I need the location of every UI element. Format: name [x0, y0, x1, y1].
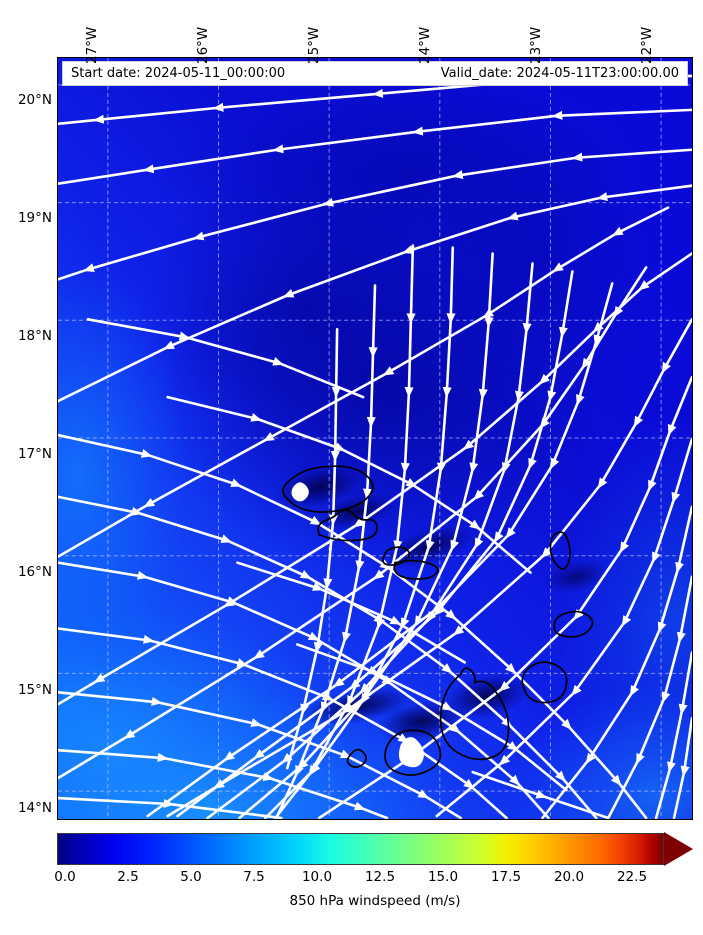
island-santa-luzia — [382, 546, 411, 566]
ytick-19N: 19°N — [17, 210, 52, 226]
island-maio — [521, 661, 568, 704]
start-date-label: Start date: 2024-05-11_00:00:00 — [71, 66, 286, 81]
colorbar-tick-15: 15.0 — [427, 869, 459, 885]
xtick-25W: 25°W — [306, 26, 322, 64]
colorbar-body — [57, 833, 664, 865]
colorbar[interactable]: 0.0 2.5 5.0 7.5 10.0 12.5 15.0 17.5 20.0… — [54, 832, 693, 909]
ytick-20N: 20°N — [17, 92, 52, 108]
island-santo-antao — [282, 465, 374, 513]
island-fogo — [384, 729, 442, 776]
island-sao-nicolau — [393, 559, 439, 580]
colorbar-label: 850 hPa windspeed (m/s) — [289, 893, 461, 909]
valid-date-label: Valid_date: 2024-05-11T23:00:00.00 — [440, 66, 679, 81]
colorbar-tick-10: 10.0 — [301, 869, 333, 885]
ytick-17N: 17°N — [17, 446, 52, 462]
ytick-16N: 16°N — [17, 564, 52, 580]
island-sal — [549, 531, 571, 570]
ytick-18N: 18°N — [17, 328, 52, 344]
peak-santo-antao — [291, 482, 309, 502]
colorbar-tick-2_5: 2.5 — [117, 869, 139, 885]
colorbar-tick-17_5: 17.5 — [490, 869, 522, 885]
colorbar-tick-22_5: 22.5 — [616, 869, 648, 885]
xtick-23W: 23°W — [528, 26, 544, 64]
island-boa-vista — [553, 610, 594, 638]
xtick-24W: 24°W — [417, 26, 433, 64]
colorbar-extend-max-arrow — [664, 832, 693, 866]
xtick-26W: 26°W — [195, 26, 211, 64]
xtick-27W: 27°W — [84, 26, 100, 64]
colorbar-gradient — [58, 834, 663, 864]
island-santiago — [439, 667, 510, 761]
island-sao-vicente — [317, 509, 378, 542]
map-axes[interactable] — [57, 57, 693, 820]
colorbar-tick-5: 5.0 — [180, 869, 202, 885]
colorbar-tick-12_5: 12.5 — [364, 869, 396, 885]
colorbar-tick-20: 20.0 — [553, 869, 585, 885]
annotation-bar: Start date: 2024-05-11_00:00:00 Valid_da… — [62, 61, 688, 86]
windspeed-map-svg — [58, 58, 692, 819]
coastlines-cape-verde — [282, 465, 594, 776]
xtick-22W: 22°W — [639, 26, 655, 64]
peak-fogo — [398, 737, 424, 768]
ytick-14N: 14°N — [17, 800, 52, 816]
terrain-mask-peaks — [291, 482, 424, 768]
island-brava — [346, 748, 367, 768]
colorbar-tick-0: 0.0 — [54, 869, 76, 885]
ytick-15N: 15°N — [17, 682, 52, 698]
colorbar-tick-7_5: 7.5 — [243, 869, 265, 885]
map-plot-area — [58, 58, 692, 819]
